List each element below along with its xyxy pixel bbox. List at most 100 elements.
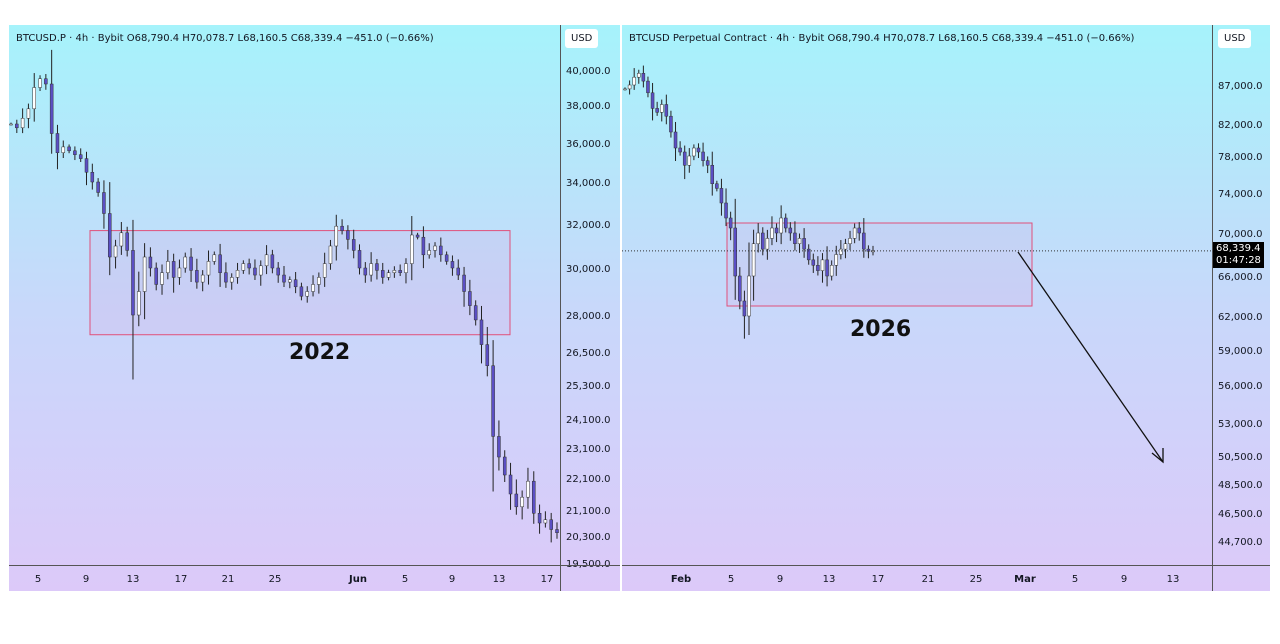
- candle: [555, 529, 559, 533]
- candle: [520, 496, 524, 508]
- price-tick-label: 82,000.0: [1218, 120, 1263, 131]
- time-axis-divider: [622, 565, 1270, 566]
- candle: [797, 238, 802, 244]
- price-tick-label: 38,000.0: [566, 101, 611, 112]
- candle: [543, 519, 548, 524]
- candle: [206, 261, 211, 276]
- time-tick-label: Feb: [671, 574, 691, 585]
- candle: [32, 87, 36, 110]
- candle: [783, 217, 788, 229]
- candle: [20, 118, 25, 129]
- candle: [90, 172, 95, 183]
- candle: [623, 88, 627, 91]
- price-tick-label: 34,000.0: [566, 178, 611, 189]
- candle: [839, 248, 843, 255]
- time-tick-label: 9: [1121, 574, 1127, 585]
- candle: [848, 238, 852, 244]
- time-tick-label: 5: [402, 574, 408, 585]
- candle: [788, 227, 793, 234]
- candle: [719, 188, 724, 204]
- candle: [549, 519, 553, 530]
- time-tick-label: 9: [777, 574, 783, 585]
- candle: [15, 123, 19, 129]
- chart-panel-2026[interactable]: 87,000.0 82,000.0 78,000.0 74,000.0 70,000.0…: [622, 25, 1270, 591]
- candle: [692, 147, 696, 157]
- candle: [829, 265, 834, 277]
- price-tick-label: 87,000.0: [1218, 81, 1263, 92]
- candle: [137, 291, 141, 316]
- candle: [655, 108, 659, 113]
- candle: [742, 300, 747, 317]
- price-axis-divider: [1212, 25, 1213, 591]
- candle: [171, 261, 176, 278]
- candle: [473, 305, 478, 321]
- candle: [427, 250, 431, 256]
- candle: [386, 272, 391, 278]
- trend-arrow-line: [1017, 251, 1164, 463]
- candle: [774, 227, 779, 234]
- candle: [806, 248, 811, 261]
- candle: [852, 227, 857, 239]
- candle: [351, 239, 356, 251]
- candle: [357, 250, 362, 269]
- candle: [526, 480, 530, 498]
- candle: [444, 254, 449, 262]
- candle: [305, 291, 309, 297]
- time-tick-label: 9: [83, 574, 89, 585]
- candle: [125, 232, 129, 251]
- candle: [779, 217, 783, 234]
- candle: [218, 254, 222, 273]
- candle: [369, 263, 373, 276]
- currency-button[interactable]: USD: [1218, 29, 1252, 48]
- time-tick-label: Jun: [348, 574, 367, 585]
- candle: [497, 436, 501, 458]
- candle: [38, 78, 42, 88]
- candle: [107, 213, 112, 258]
- year-annotation: 2022: [289, 340, 351, 365]
- candle: [747, 275, 751, 317]
- candle: [61, 146, 66, 154]
- time-tick-label: 21: [222, 574, 235, 585]
- candle: [770, 227, 774, 239]
- candle: [710, 165, 715, 184]
- time-tick-label: 5: [35, 574, 41, 585]
- candle: [462, 274, 466, 292]
- candle: [705, 160, 710, 166]
- candle: [415, 234, 420, 238]
- candle: [189, 256, 193, 271]
- candle: [340, 225, 344, 231]
- price-tick-label: 53,000.0: [1218, 419, 1263, 430]
- candle: [738, 275, 742, 302]
- price-tick-label: 50,500.0: [1218, 452, 1263, 463]
- candle: [820, 259, 825, 271]
- candle: [44, 78, 48, 85]
- candle: [26, 108, 31, 119]
- price-tick-label: 25,300.0: [566, 381, 611, 392]
- time-tick-label: 5: [728, 574, 734, 585]
- price-tick-label: 44,700.0: [1218, 537, 1263, 548]
- price-tick-label: 21,100.0: [566, 506, 611, 517]
- currency-button[interactable]: USD: [565, 29, 599, 48]
- price-tick-label: 23,100.0: [566, 444, 611, 455]
- candle: [276, 267, 280, 276]
- chart-canvas-left[interactable]: 40,000.0 38,000.0 36,000.0 34,000.0 32,000.0…: [9, 25, 620, 591]
- candle: [84, 158, 89, 173]
- chart-canvas-right[interactable]: 87,000.0 82,000.0 78,000.0 74,000.0 70,000.0…: [622, 25, 1270, 591]
- price-tick-label: 74,000.0: [1218, 189, 1263, 200]
- candle: [334, 225, 339, 247]
- candle: [537, 513, 542, 524]
- price-tick-label: 48,500.0: [1218, 480, 1263, 491]
- price-tick-label: 19,500.0: [566, 559, 611, 570]
- chart-panel-2022[interactable]: 40,000.0 38,000.0 36,000.0 34,000.0 32,000.0…: [9, 25, 620, 591]
- time-tick-label: 17: [175, 574, 188, 585]
- price-tick-label: 36,000.0: [566, 139, 611, 150]
- range-box: [726, 222, 1033, 307]
- candle: [765, 238, 770, 250]
- candle: [288, 279, 292, 283]
- candle: [78, 154, 83, 159]
- candle: [293, 279, 298, 288]
- candle: [404, 263, 408, 273]
- current-price-label: 68,339.4 01:47:28: [1213, 242, 1264, 268]
- price-tick-label: 28,000.0: [566, 311, 611, 322]
- candle: [468, 291, 472, 306]
